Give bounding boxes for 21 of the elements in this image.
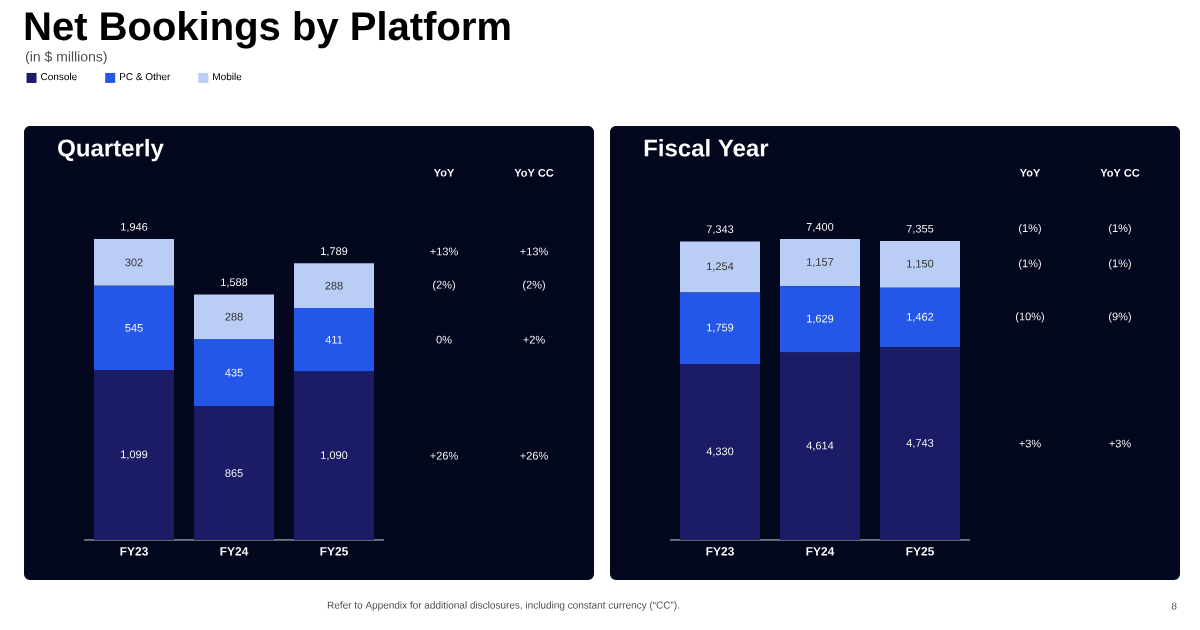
bar: [780, 352, 860, 540]
bar: [194, 406, 275, 540]
bar: [294, 371, 375, 540]
bar: [780, 239, 860, 287]
bar: [94, 370, 175, 540]
chart-title: Quarterly: [58, 138, 164, 162]
bar: [194, 338, 275, 407]
bar: [680, 241, 760, 293]
bar: [780, 286, 860, 353]
bar: [879, 240, 960, 288]
bar: [294, 263, 375, 308]
text: Net Bookings by Platform: [25, 11, 510, 49]
bar: [194, 294, 275, 339]
bar: [94, 239, 175, 286]
bar: [680, 363, 760, 540]
bar: [94, 285, 175, 371]
bar: [879, 347, 960, 540]
bar: [680, 292, 760, 364]
bar: [294, 307, 375, 372]
chart-title: Fiscal Year: [644, 138, 769, 157]
bar: [879, 287, 960, 348]
